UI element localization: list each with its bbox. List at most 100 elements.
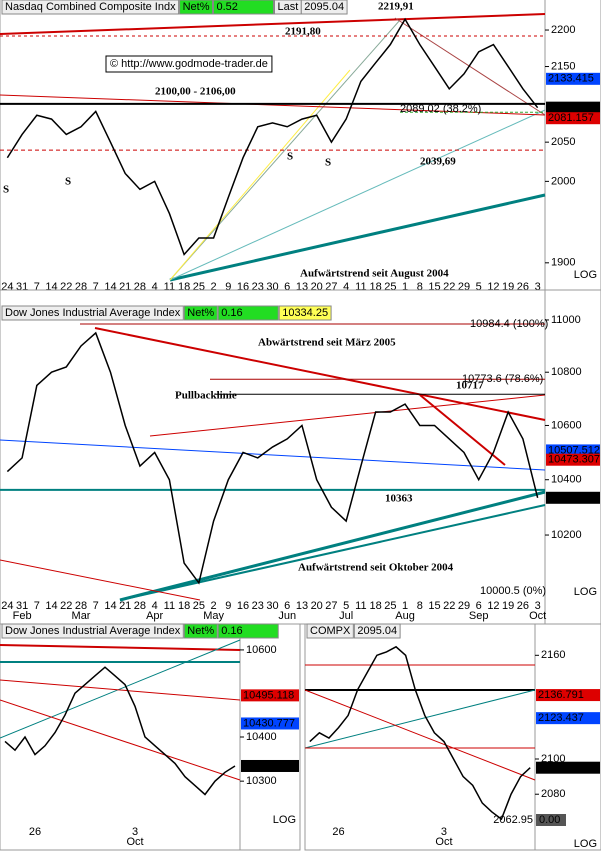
month-label: Jul: [339, 610, 353, 622]
x-tick-label: 24: [1, 600, 13, 612]
x-tick-label: 7: [34, 600, 40, 612]
y-tick-label: 2000: [551, 175, 575, 187]
price-line: [309, 645, 531, 821]
x-tick-label: 14: [104, 600, 116, 612]
header-name: Dow Jones Industrial Average Index: [5, 307, 181, 319]
month-label: May: [203, 610, 224, 622]
y-tick-label: 2150: [551, 60, 575, 72]
price-label-box: [536, 761, 600, 774]
header-name: Nasdaq Combined Composite Indx: [5, 1, 176, 13]
x-tick-label: 26: [332, 826, 344, 838]
price-label: 10334.25: [548, 492, 594, 504]
trend-line: [304, 689, 536, 749]
x-tick-label: 15: [428, 600, 440, 612]
trend-line: [0, 679, 241, 701]
price-label-box: [546, 453, 600, 466]
annotation: Abwärtstrend seit März 2005: [258, 337, 396, 349]
x-tick-label: 7: [34, 281, 40, 293]
annotation-box: [105, 55, 273, 73]
price-label: 2081.157: [548, 112, 594, 124]
price-label: 2095.04: [548, 102, 588, 114]
low-label: 2062.95: [493, 814, 533, 826]
level-label: 10363: [385, 492, 413, 504]
x-tick-label: 4: [152, 281, 158, 293]
price-label: 2095.04: [538, 762, 578, 774]
level-label: 2039,69: [420, 156, 456, 168]
level-label: 10000.5 (0%): [480, 585, 546, 597]
header-net: 0.16: [221, 307, 242, 319]
trend-line: [119, 490, 546, 602]
x-tick-label: 13: [296, 600, 308, 612]
level-label: 2100,00 - 2106,00: [155, 85, 236, 97]
header-net-label: Net%: [187, 625, 214, 637]
x-tick-label: 4: [343, 281, 349, 293]
x-tick-label: 25: [193, 600, 205, 612]
y-tick-label: 11000: [551, 314, 581, 326]
x-tick-label: 29: [458, 600, 470, 612]
price-label-box: [241, 717, 299, 730]
header-name: COMPX: [310, 625, 351, 637]
x-tick-label: 1: [402, 281, 408, 293]
month-label: Oct: [435, 836, 452, 848]
price-label: 2123.437: [538, 712, 584, 724]
price-label-box: [546, 112, 600, 125]
x-tick-label: 7: [93, 600, 99, 612]
x-tick-label: 19: [502, 600, 514, 612]
x-tick-label: 11: [355, 600, 366, 612]
x-tick-label: 5: [343, 600, 349, 612]
trend-line: [0, 559, 201, 601]
month-label: Apr: [146, 610, 163, 622]
x-tick-label: 6: [284, 600, 290, 612]
x-tick-label: 28: [75, 600, 87, 612]
x-tick-label: 25: [384, 600, 396, 612]
x-tick-label: 20: [311, 600, 323, 612]
scale-label: LOG: [273, 814, 296, 826]
header-box: [183, 623, 218, 639]
change-label: 0.00: [539, 814, 560, 826]
price-label: 2136.791: [538, 689, 584, 701]
x-tick-label: 12: [487, 600, 499, 612]
header-box: [300, 0, 348, 15]
price-label: 10430.777: [243, 717, 295, 729]
header-net-label: Net%: [183, 1, 210, 13]
price-label: 10507.512: [548, 444, 600, 456]
price-line: [4, 666, 236, 796]
annotation: © http://www.godmode-trader.de: [110, 58, 268, 70]
header-last: 2095.04: [357, 625, 397, 637]
x-tick-label: 7: [93, 281, 99, 293]
x-tick-label: 18: [369, 600, 381, 612]
x-tick-label: 2: [211, 600, 217, 612]
x-tick-label: 11: [355, 281, 366, 293]
header-box: [306, 623, 354, 639]
header-net: 0.52: [217, 1, 238, 13]
price-label-box: [241, 689, 299, 702]
trend-line: [169, 19, 401, 281]
x-tick-label: 11: [164, 281, 175, 293]
month-label: Oct: [126, 836, 143, 848]
x-tick-label: 22: [60, 600, 72, 612]
header-box: [183, 305, 218, 321]
trend-line: [0, 13, 546, 35]
annotation: Aufwärtstrend seit August 2004: [300, 268, 449, 280]
y-tick-label: 10600: [246, 644, 277, 656]
x-tick-label: 31: [16, 600, 28, 612]
x-tick-label: 8: [417, 600, 423, 612]
x-tick-label: 9: [225, 281, 231, 293]
annotation: Pullbacklinie: [175, 390, 237, 402]
x-tick-label: 27: [325, 600, 337, 612]
y-tick-label: 10400: [551, 474, 582, 486]
trend-line: [0, 639, 241, 739]
price-label-box: [241, 759, 299, 772]
level-label: 2089.02 (38.2%): [400, 103, 481, 115]
y-tick-label: 10600: [551, 419, 582, 431]
price-label: 2133.415: [548, 73, 594, 85]
price-label: 10473.307: [548, 454, 600, 466]
trend-line: [169, 69, 351, 281]
x-tick-label: 16: [237, 600, 249, 612]
annotation: S: [287, 151, 293, 163]
price-label-box: [546, 101, 600, 114]
price-label-box: [546, 444, 600, 457]
x-tick-label: 23: [252, 600, 264, 612]
scale-label: LOG: [574, 269, 597, 281]
